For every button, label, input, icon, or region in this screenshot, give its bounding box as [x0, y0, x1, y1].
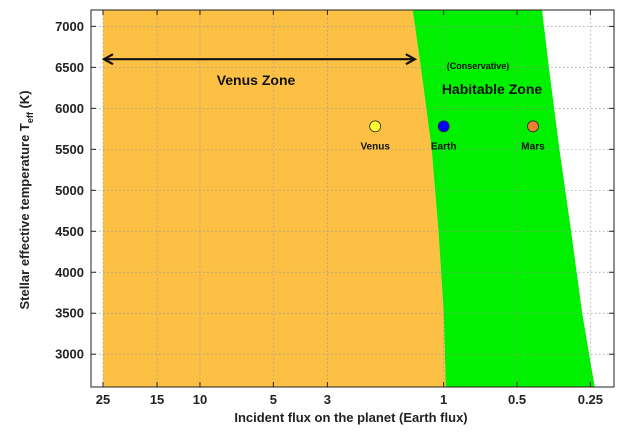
x-axis-title: Incident flux on the planet (Earth flux)	[234, 410, 467, 425]
y-axis-title: Stellar effective temperature Teff (K)	[17, 90, 35, 309]
planet-marker-earth	[437, 120, 450, 133]
x-tick-label: 25	[96, 392, 110, 407]
y-tick-label: 7000	[55, 19, 84, 34]
habitable-zone-region	[412, 10, 595, 387]
x-tick-label: 15	[150, 392, 164, 407]
venus-zone-arrow	[101, 53, 418, 66]
y-tick-label: 3000	[55, 347, 84, 362]
planet-marker-mars	[527, 120, 539, 133]
x-tick-label: 0.5	[508, 392, 526, 407]
habitable-zone-label: Habitable Zone	[442, 81, 543, 97]
arrow-head-right	[405, 53, 418, 66]
y-tick-label: 5000	[55, 183, 84, 198]
venus-zone-label: Venus Zone	[217, 72, 296, 88]
y-axis-title-unit: (K)	[17, 90, 32, 112]
x-tick-label: 3	[324, 392, 331, 407]
axes-box	[90, 9, 615, 388]
habitable-zone-subtitle: (Conservative)	[447, 61, 510, 71]
y-axis-title-main: Stellar effective temperature T	[17, 123, 32, 309]
grid-lines	[91, 10, 614, 387]
planet-label-earth: Earth	[431, 141, 457, 152]
y-tick-label: 3500	[55, 306, 84, 321]
y-tick-label: 6000	[55, 101, 84, 116]
y-axis-title-subscript: eff	[25, 111, 35, 123]
arrow-head-left	[101, 53, 114, 66]
zone-regions	[103, 10, 595, 387]
x-tick-label: 10	[193, 392, 207, 407]
planet-label-venus: Venus	[360, 141, 390, 152]
plot-frame	[90, 9, 615, 388]
axis-ticks: 25 15 10 5 3 1 0.5 0.25 3000 3500 4000 4500 5000 5500…	[55, 10, 614, 407]
x-tick-label: 0.25	[578, 392, 603, 407]
y-tick-label: 5500	[55, 142, 84, 157]
planet-label-mars: Mars	[521, 141, 545, 152]
planet-markers: Venus Earth Mars	[360, 120, 545, 152]
y-tick-label: 4000	[55, 265, 84, 280]
venus-zone-region	[103, 10, 446, 387]
y-tick-label: 6500	[55, 60, 84, 75]
x-tick-label: 1	[440, 392, 447, 407]
planet-marker-venus	[369, 120, 382, 133]
x-tick-label: 5	[270, 392, 277, 407]
y-tick-label: 4500	[55, 224, 84, 239]
